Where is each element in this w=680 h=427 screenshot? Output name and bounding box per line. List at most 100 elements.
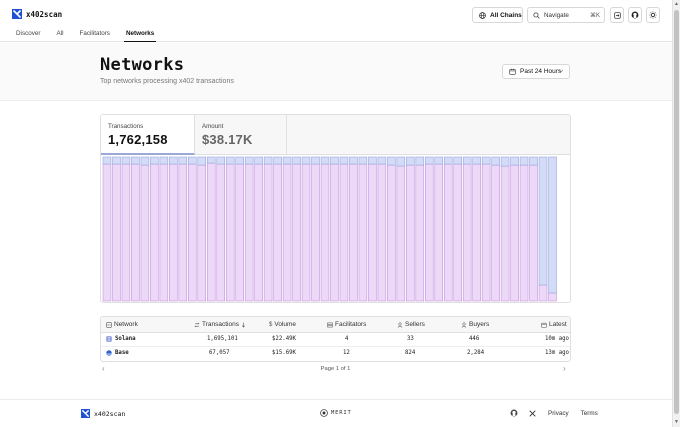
base-bar-segment[interactable] xyxy=(510,156,519,166)
solana-bar-segment[interactable] xyxy=(472,163,481,302)
base-bar-segment[interactable] xyxy=(206,156,216,164)
solana-bar-segment[interactable] xyxy=(548,292,557,302)
solana-bar-segment[interactable] xyxy=(235,163,244,302)
column-facilitators[interactable]: Facilitators xyxy=(327,321,366,328)
solana-bar-segment[interactable] xyxy=(462,163,472,302)
solana-bar-segment[interactable] xyxy=(301,163,311,302)
base-bar-segment[interactable] xyxy=(197,156,207,166)
tab-networks[interactable]: Networks xyxy=(123,30,157,42)
solana-bar-segment[interactable] xyxy=(481,163,491,302)
base-bar-segment[interactable] xyxy=(188,156,197,165)
time-range-select[interactable]: Past 24 Hours xyxy=(502,64,570,79)
network-share-bar-chart[interactable] xyxy=(101,155,570,302)
solana-bar-segment[interactable] xyxy=(453,163,462,302)
navigate-search-input[interactable]: Navigate ⌘K xyxy=(527,7,605,23)
tab-facilitators[interactable]: Facilitators xyxy=(79,30,110,37)
base-bar-segment[interactable] xyxy=(159,156,169,165)
solana-bar-segment[interactable] xyxy=(121,163,131,302)
solana-bar-segment[interactable] xyxy=(424,163,434,302)
solana-bar-segment[interactable] xyxy=(443,163,453,302)
solana-bar-segment[interactable] xyxy=(112,163,121,302)
column-latest[interactable]: Latest xyxy=(541,321,567,328)
table-row[interactable]: Solana 1,695,101 $22.49K 4 33 446 10m ag… xyxy=(101,333,570,347)
chain-selector-button[interactable]: All Chains xyxy=(472,7,523,23)
terms-link[interactable]: Terms xyxy=(580,409,598,417)
solana-bar-segment[interactable] xyxy=(188,163,197,302)
base-bar-segment[interactable] xyxy=(491,156,500,166)
base-bar-segment[interactable] xyxy=(273,156,282,165)
solana-bar-segment[interactable] xyxy=(273,163,282,302)
solana-bar-segment[interactable] xyxy=(320,163,330,302)
sign-in-button[interactable] xyxy=(610,7,624,23)
amount-stat-tab[interactable]: Amount $38.17K xyxy=(195,115,287,155)
base-bar-segment[interactable] xyxy=(377,156,387,165)
github-icon[interactable] xyxy=(510,409,518,417)
solana-bar-segment[interactable] xyxy=(244,163,254,302)
column-transactions[interactable]: Transactions xyxy=(194,321,246,328)
solana-bar-segment[interactable] xyxy=(216,163,226,302)
solana-bar-segment[interactable] xyxy=(197,164,207,302)
solana-bar-segment[interactable] xyxy=(311,163,320,302)
table-row[interactable]: Base 67,057 $15.69K 12 824 2,284 13m ago xyxy=(101,347,570,361)
base-bar-segment[interactable] xyxy=(131,156,140,165)
solana-bar-segment[interactable] xyxy=(292,163,301,302)
base-bar-segment[interactable] xyxy=(282,156,292,165)
base-bar-segment[interactable] xyxy=(225,156,235,165)
scrollbar-thumb[interactable] xyxy=(674,10,679,414)
vertical-scrollbar[interactable]: ▲ ▼ xyxy=(672,0,680,427)
base-bar-segment[interactable] xyxy=(500,156,510,167)
base-bar-segment[interactable] xyxy=(263,156,273,165)
solana-bar-segment[interactable] xyxy=(140,164,150,302)
base-bar-segment[interactable] xyxy=(121,156,131,165)
tab-all[interactable]: All xyxy=(56,30,64,37)
transactions-stat-tab[interactable]: Transactions 1,762,158 xyxy=(101,115,195,155)
solana-bar-segment[interactable] xyxy=(349,163,358,302)
base-bar-segment[interactable] xyxy=(548,156,557,294)
solana-bar-segment[interactable] xyxy=(538,284,548,302)
solana-bar-segment[interactable] xyxy=(396,165,406,302)
base-bar-segment[interactable] xyxy=(472,156,481,165)
solana-bar-segment[interactable] xyxy=(491,164,500,302)
merit-badge[interactable]: MERIT xyxy=(320,409,352,417)
base-bar-segment[interactable] xyxy=(178,156,188,165)
theme-toggle-button[interactable] xyxy=(646,7,660,23)
base-bar-segment[interactable] xyxy=(453,156,462,165)
base-bar-segment[interactable] xyxy=(244,156,254,165)
base-bar-segment[interactable] xyxy=(387,156,396,166)
base-bar-segment[interactable] xyxy=(368,156,377,165)
base-bar-segment[interactable] xyxy=(102,156,112,165)
base-bar-segment[interactable] xyxy=(519,156,529,166)
base-bar-segment[interactable] xyxy=(443,156,453,165)
solana-bar-segment[interactable] xyxy=(529,164,538,302)
base-bar-segment[interactable] xyxy=(481,156,491,165)
github-button[interactable] xyxy=(628,7,642,23)
base-bar-segment[interactable] xyxy=(311,156,320,165)
base-bar-segment[interactable] xyxy=(301,156,311,165)
footer-logo[interactable]: x402scan xyxy=(81,409,125,418)
base-bar-segment[interactable] xyxy=(112,156,121,165)
solana-bar-segment[interactable] xyxy=(159,163,169,302)
base-bar-segment[interactable] xyxy=(349,156,358,165)
solana-bar-segment[interactable] xyxy=(178,163,188,302)
base-bar-segment[interactable] xyxy=(406,156,415,166)
solana-bar-segment[interactable] xyxy=(206,162,216,302)
base-bar-segment[interactable] xyxy=(150,156,159,165)
tab-discover[interactable]: Discover xyxy=(16,30,41,37)
solana-bar-segment[interactable] xyxy=(519,164,529,302)
solana-bar-segment[interactable] xyxy=(102,163,112,302)
solana-bar-segment[interactable] xyxy=(510,164,519,302)
base-bar-segment[interactable] xyxy=(529,156,538,166)
base-bar-segment[interactable] xyxy=(462,156,472,165)
solana-bar-segment[interactable] xyxy=(387,164,396,302)
column-network[interactable]: Network xyxy=(106,321,138,328)
base-bar-segment[interactable] xyxy=(292,156,301,165)
base-bar-segment[interactable] xyxy=(235,156,244,165)
base-bar-segment[interactable] xyxy=(330,156,339,165)
x-twitter-icon[interactable] xyxy=(529,409,536,417)
base-bar-segment[interactable] xyxy=(424,156,434,165)
privacy-link[interactable]: Privacy xyxy=(548,409,569,417)
base-bar-segment[interactable] xyxy=(339,156,349,165)
solana-bar-segment[interactable] xyxy=(434,163,444,302)
solana-bar-segment[interactable] xyxy=(254,163,263,302)
base-bar-segment[interactable] xyxy=(140,156,150,166)
